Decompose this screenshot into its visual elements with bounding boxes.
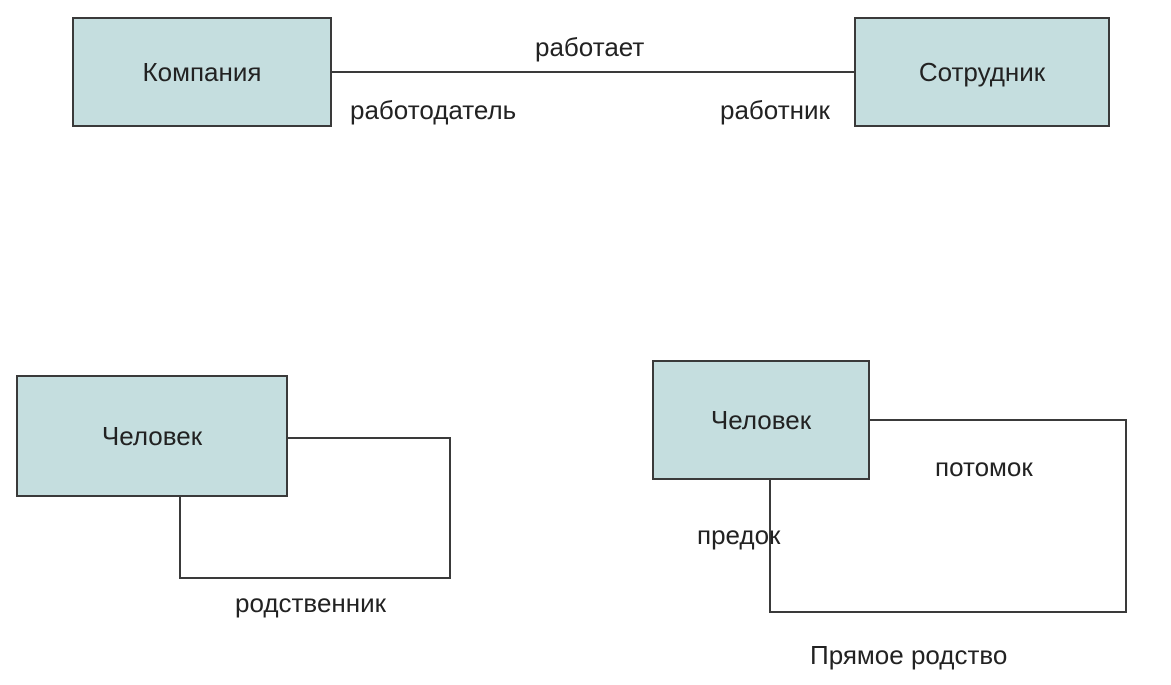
node-person2: Человек — [652, 360, 870, 480]
label-worker: работник — [720, 95, 830, 126]
node-label-person2: Человек — [711, 405, 811, 436]
label-employer: работодатель — [350, 95, 516, 126]
node-person1: Человек — [16, 375, 288, 497]
node-label-person1: Человек — [102, 421, 202, 452]
uml-association-diagram: Компания Сотрудник Человек Человек работает р… — [0, 0, 1171, 685]
node-employee: Сотрудник — [854, 17, 1110, 127]
label-direct_kin: Прямое родство — [810, 640, 1007, 671]
node-company: Компания — [72, 17, 332, 127]
label-works: работает — [535, 32, 644, 63]
node-label-employee: Сотрудник — [919, 57, 1045, 88]
node-label-company: Компания — [143, 57, 262, 88]
label-relative: родственник — [235, 588, 386, 619]
label-ancestor: предок — [697, 520, 780, 551]
label-descendant: потомок — [935, 452, 1033, 483]
